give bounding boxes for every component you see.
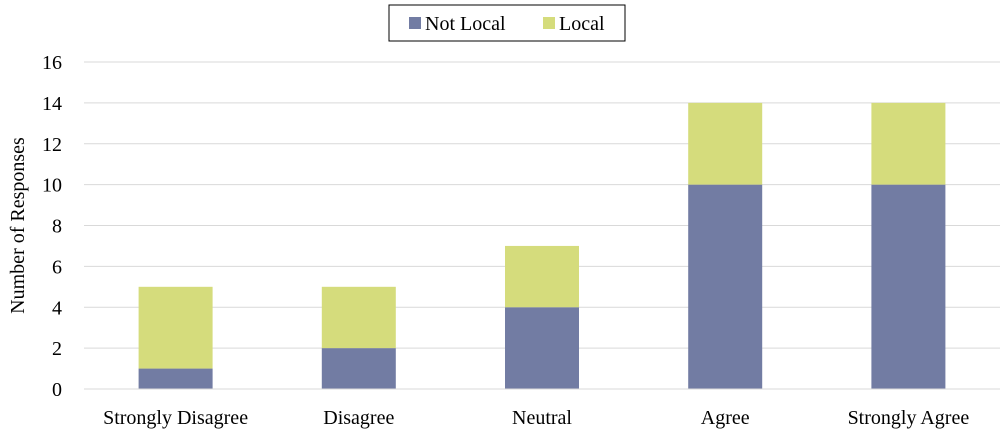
y-tick-label: 16 bbox=[42, 52, 62, 74]
legend-box bbox=[388, 4, 626, 42]
x-tick-label: Agree bbox=[701, 407, 750, 429]
bar-local bbox=[138, 286, 213, 369]
bar-local bbox=[871, 102, 946, 185]
bar-not-local bbox=[688, 184, 763, 389]
bar-not-local bbox=[505, 307, 579, 389]
legend-label-local: Local bbox=[559, 13, 605, 35]
y-tick-label: 12 bbox=[42, 134, 62, 156]
y-tick-label: 10 bbox=[42, 175, 62, 197]
x-tick-label: Disagree bbox=[323, 407, 394, 429]
legend-swatch-not-local bbox=[409, 17, 421, 29]
bar-local bbox=[688, 102, 763, 185]
legend-label-not-local: Not Local bbox=[425, 13, 506, 35]
bar-not-local bbox=[871, 184, 946, 389]
x-tick-labels: Strongly Disagree Disagree Neutral Agree Str… bbox=[103, 407, 969, 429]
bar-not-local bbox=[321, 348, 396, 389]
bar-local bbox=[505, 245, 579, 308]
x-tick-label: Strongly Disagree bbox=[103, 407, 248, 429]
y-tick-label: 4 bbox=[52, 297, 62, 319]
y-tick-label: 8 bbox=[52, 216, 62, 238]
legend-swatch-local bbox=[543, 17, 555, 29]
y-tick-labels: 0 2 4 6 8 10 12 14 16 bbox=[42, 52, 62, 401]
y-tick-label: 6 bbox=[52, 256, 62, 278]
legend: Not Local Local bbox=[388, 4, 626, 42]
y-tick-label: 0 bbox=[52, 379, 62, 401]
x-tick-label: Neutral bbox=[512, 407, 572, 429]
y-tick-label: 2 bbox=[52, 338, 62, 360]
bar-not-local bbox=[138, 368, 213, 389]
y-tick-label: 14 bbox=[42, 93, 62, 115]
bars bbox=[138, 102, 946, 389]
y-axis-title: Number of Responses bbox=[7, 137, 29, 314]
x-tick-label: Strongly Agree bbox=[848, 407, 970, 429]
bar-local bbox=[321, 286, 396, 349]
